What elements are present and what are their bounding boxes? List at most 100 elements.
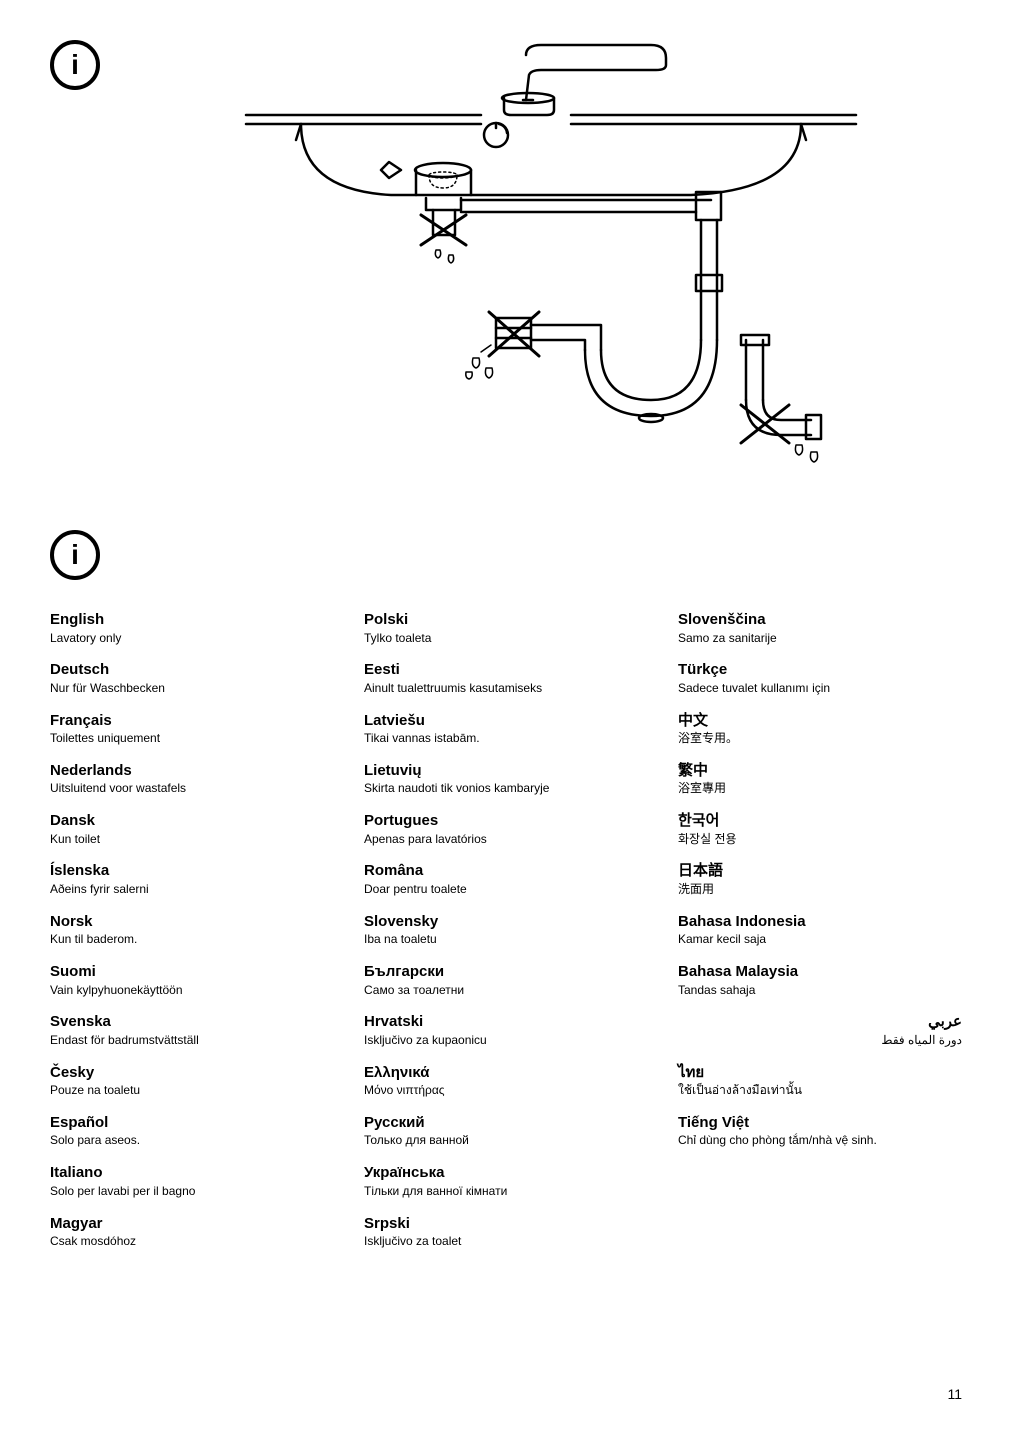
language-entry: TürkçeSadece tuvalet kullanımı için [678, 660, 962, 696]
language-entry: ČeskyPouze na toaletu [50, 1063, 334, 1099]
language-name: Türkçe [678, 660, 962, 680]
language-name: 日本語 [678, 861, 962, 881]
language-desc: Isključivo za kupaonicu [364, 1032, 648, 1049]
language-entry: БългарскиСамо за тоалетни [364, 962, 648, 998]
language-desc: 화장실 전용 [678, 831, 962, 848]
language-desc: Endast för badrumstvättställ [50, 1032, 334, 1049]
language-desc: Тільки для ванної кімнати [364, 1183, 648, 1200]
language-entry: EestiAinult tualettruumis kasutamiseks [364, 660, 648, 696]
language-desc: Ainult tualettruumis kasutamiseks [364, 680, 648, 697]
language-name: Ελληνικά [364, 1063, 648, 1083]
language-entry: 中文浴室专用。 [678, 711, 962, 747]
language-name: Româna [364, 861, 648, 881]
language-entry: ÍslenskaAðeins fyrir salerni [50, 861, 334, 897]
page-number: 11 [947, 1386, 962, 1402]
language-desc: Vain kylpyhuonekäyttöön [50, 982, 334, 999]
language-name: Bahasa Malaysia [678, 962, 962, 982]
language-entry: SlovenščinaSamo za sanitarije [678, 610, 962, 646]
language-name: Suomi [50, 962, 334, 982]
top-section: i [50, 40, 962, 480]
language-desc: 洗面用 [678, 881, 962, 898]
language-desc: Tikai vannas istabām. [364, 730, 648, 747]
language-column-2: PolskiTylko toaleta EestiAinult tualettru… [364, 610, 648, 1264]
language-entry: LietuviųSkirta naudoti tik vonios kambar… [364, 761, 648, 797]
language-desc: Solo para aseos. [50, 1132, 334, 1149]
language-entry: SvenskaEndast för badrumstvättställ [50, 1012, 334, 1048]
language-entry: عربيدورة المياه فقط [678, 1012, 962, 1048]
info-icon: i [50, 530, 100, 580]
language-entry: ΕλληνικάΜόνο νιπτήρας [364, 1063, 648, 1099]
language-entry: РусскийТолько для ванной [364, 1113, 648, 1149]
language-name: Hrvatski [364, 1012, 648, 1032]
language-entry: DeutschNur für Waschbecken [50, 660, 334, 696]
language-desc: Только для ванной [364, 1132, 648, 1149]
language-name: Latviešu [364, 711, 648, 731]
language-desc: Doar pentru toalete [364, 881, 648, 898]
language-entry: 繁中浴室專用 [678, 761, 962, 797]
language-name: Magyar [50, 1214, 334, 1234]
language-name: Русский [364, 1113, 648, 1133]
language-desc: Kamar kecil saja [678, 931, 962, 948]
language-entry: SuomiVain kylpyhuonekäyttöön [50, 962, 334, 998]
language-desc: ใช้เป็นอ่างล้างมือเท่านั้น [678, 1082, 962, 1099]
language-name: 中文 [678, 711, 962, 731]
sink-diagram [140, 40, 962, 480]
language-desc: Aðeins fyrir salerni [50, 881, 334, 898]
language-name: Deutsch [50, 660, 334, 680]
language-name: Français [50, 711, 334, 731]
language-desc: Chỉ dùng cho phòng tắm/nhà vệ sinh. [678, 1132, 962, 1149]
language-desc: Iba na toaletu [364, 931, 648, 948]
language-desc: Lavatory only [50, 630, 334, 647]
language-desc: Apenas para lavatórios [364, 831, 648, 848]
language-name: Bahasa Indonesia [678, 912, 962, 932]
language-name: 繁中 [678, 761, 962, 781]
language-desc: Kun til baderom. [50, 931, 334, 948]
language-name: Česky [50, 1063, 334, 1083]
language-name: English [50, 610, 334, 630]
language-column-3: SlovenščinaSamo za sanitarije TürkçeSadec… [678, 610, 962, 1264]
language-name: Dansk [50, 811, 334, 831]
language-entry: NederlandsUitsluitend voor wastafels [50, 761, 334, 797]
language-desc: Samo za sanitarije [678, 630, 962, 647]
language-name: Tiếng Việt [678, 1113, 962, 1133]
language-entry: DanskKun toilet [50, 811, 334, 847]
language-desc: 浴室专用。 [678, 730, 962, 747]
language-entry: УкраїнськаТільки для ванної кімнати [364, 1163, 648, 1199]
language-entry: Bahasa IndonesiaKamar kecil saja [678, 912, 962, 948]
info-icon: i [50, 40, 100, 90]
language-column-1: EnglishLavatory only DeutschNur für Wasch… [50, 610, 334, 1264]
language-desc: Csak mosdóhoz [50, 1233, 334, 1250]
language-desc: Tandas sahaja [678, 982, 962, 999]
language-name: Українська [364, 1163, 648, 1183]
language-entry: ItalianoSolo per lavabi per il bagno [50, 1163, 334, 1199]
language-entry: SlovenskyIba na toaletu [364, 912, 648, 948]
language-entry: HrvatskiIsključivo za kupaonicu [364, 1012, 648, 1048]
language-name: Español [50, 1113, 334, 1133]
language-name: Eesti [364, 660, 648, 680]
language-entry: 日本語洗面用 [678, 861, 962, 897]
language-name: Íslenska [50, 861, 334, 881]
languages-grid: EnglishLavatory only DeutschNur für Wasch… [50, 610, 962, 1264]
language-desc: Tylko toaleta [364, 630, 648, 647]
language-name: Slovenščina [678, 610, 962, 630]
language-entry: NorskKun til baderom. [50, 912, 334, 948]
info-icon-section: i [50, 530, 962, 580]
language-desc: Pouze na toaletu [50, 1082, 334, 1099]
language-desc: Sadece tuvalet kullanımı için [678, 680, 962, 697]
language-entry: LatviešuTikai vannas istabām. [364, 711, 648, 747]
language-entry: EspañolSolo para aseos. [50, 1113, 334, 1149]
language-entry: ไทยใช้เป็นอ่างล้างมือเท่านั้น [678, 1063, 962, 1099]
language-name: عربي [678, 1012, 962, 1032]
language-desc: Uitsluitend voor wastafels [50, 780, 334, 797]
language-name: ไทย [678, 1063, 962, 1083]
language-name: Portugues [364, 811, 648, 831]
language-entry: EnglishLavatory only [50, 610, 334, 646]
language-entry: 한국어화장실 전용 [678, 811, 962, 847]
language-entry: PolskiTylko toaleta [364, 610, 648, 646]
language-entry: FrançaisToilettes uniquement [50, 711, 334, 747]
info-icon-top: i [50, 40, 100, 90]
language-entry: Bahasa MalaysiaTandas sahaja [678, 962, 962, 998]
language-name: Lietuvių [364, 761, 648, 781]
language-desc: Само за тоалетни [364, 982, 648, 999]
language-desc: Solo per lavabi per il bagno [50, 1183, 334, 1200]
